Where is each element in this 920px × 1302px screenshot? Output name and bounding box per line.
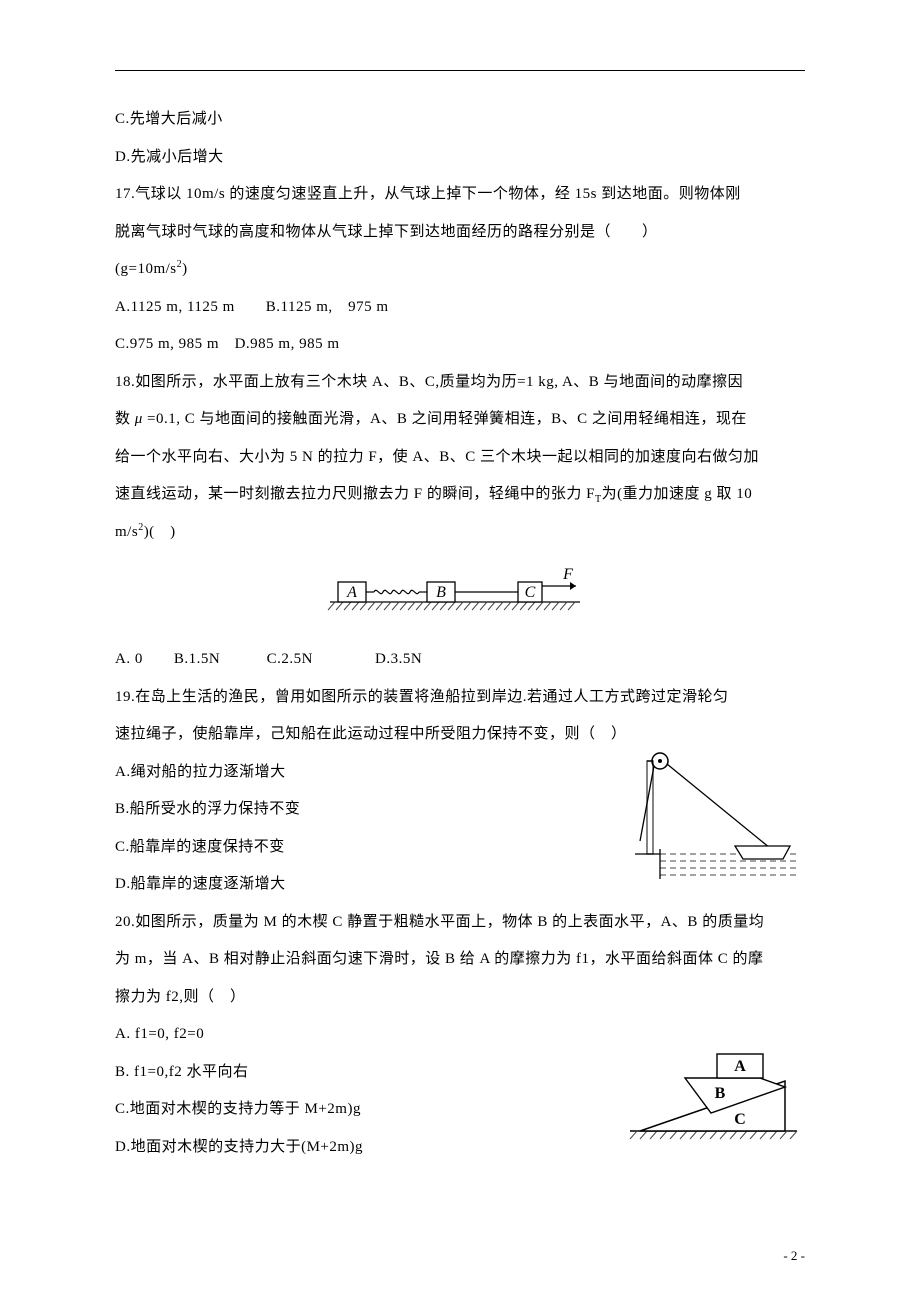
q18-diagram-svg: A B C F xyxy=(320,566,600,616)
q20-block: A. f1=0, f2=0 B. f1=0,f2 水平向右 C.地面对木楔的支持… xyxy=(115,1016,805,1167)
q20-options: A. f1=0, f2=0 B. f1=0,f2 水平向右 C.地面对木楔的支持… xyxy=(115,1016,615,1166)
q20-stem-line3: 擦力为 f2,则（ ） xyxy=(115,979,805,1017)
page-content: C.先增大后减小 D.先减小后增大 17.气球以 10m/s 的速度匀速竖直上升… xyxy=(115,101,805,1167)
page-number: - 2 - xyxy=(783,1240,805,1273)
q20-option-a: A. f1=0, f2=0 xyxy=(115,1016,615,1054)
q16-option-d: D.先减小后增大 xyxy=(115,139,805,177)
q19-option-c: C.船靠岸的速度保持不变 xyxy=(115,829,595,867)
q18-stem-line1: 18.如图所示，水平面上放有三个木块 A、B、C,质量均为历=1 kg, A、B… xyxy=(115,364,805,402)
q20-diagram-svg: C B A xyxy=(625,1041,805,1151)
q17-options-ab: A.1125 m, 1125 m B.1125 m, 975 m xyxy=(115,289,805,327)
q19-stem-line1: 19.在岛上生活的渔民，曾用如图所示的装置将渔船拉到岸边.若通过人工方式跨过定滑… xyxy=(115,679,805,717)
q18-stem-line5: m/s2)( ) xyxy=(115,514,805,552)
q20-stem-line2: 为 m，当 A、B 相对静止沿斜面匀速下滑时，设 B 给 A 的摩擦力为 f1，… xyxy=(115,941,805,979)
q18-stem-line2: 数 μ =0.1, C 与地面间的接触面光滑，A、B 之间用轻弹簧相连，B、C … xyxy=(115,401,805,439)
q18-label-a: A xyxy=(346,584,357,601)
q18-label-c: C xyxy=(525,584,536,601)
q20-option-d: D.地面对木楔的支持力大于(M+2m)g xyxy=(115,1129,615,1167)
q20-label-a: A xyxy=(734,1058,746,1075)
q18-stem-line4: 速直线运动，某一时刻撤去拉力尺则撤去力 F 的瞬间，轻绳中的张力 FT为(重力加… xyxy=(115,476,805,514)
q20-label-b: B xyxy=(715,1085,726,1102)
q18-label-f: F xyxy=(562,566,573,583)
q18-label-b: B xyxy=(436,584,446,601)
q16-option-c: C.先增大后减小 xyxy=(115,101,805,139)
q20-figure: C B A xyxy=(625,1041,805,1167)
q17-stem-line1: 17.气球以 10m/s 的速度匀速竖直上升，从气球上掉下一个物体，经 15s … xyxy=(115,176,805,214)
q19-figure xyxy=(605,746,805,902)
q19-diagram-svg xyxy=(605,746,805,886)
q17-options-cd: C.975 m, 985 m D.985 m, 985 m xyxy=(115,326,805,364)
q19-options: A.绳对船的拉力逐渐增大 B.船所受水的浮力保持不变 C.船靠岸的速度保持不变 … xyxy=(115,754,595,904)
q20-stem-line1: 20.如图所示，质量为 M 的木楔 C 静置于粗糙水平面上，物体 B 的上表面水… xyxy=(115,904,805,942)
q18-options: A. 0 B.1.5N C.2.5N D.3.5N xyxy=(115,641,805,679)
q20-label-c: C xyxy=(734,1111,746,1128)
q20-option-b: B. f1=0,f2 水平向右 xyxy=(115,1054,615,1092)
q20-option-c: C.地面对木楔的支持力等于 M+2m)g xyxy=(115,1091,615,1129)
q18-figure: A B C F xyxy=(115,566,805,616)
q18-stem-line3: 给一个水平向右、大小为 5 N 的拉力 F，使 A、B、C 三个木块一起以相同的… xyxy=(115,439,805,477)
q19-option-a: A.绳对船的拉力逐渐增大 xyxy=(115,754,595,792)
q17-stem-line3: (g=10m/s2) xyxy=(115,251,805,289)
q19-option-d: D.船靠岸的速度逐渐增大 xyxy=(115,866,595,904)
q19-block: A.绳对船的拉力逐渐增大 B.船所受水的浮力保持不变 C.船靠岸的速度保持不变 … xyxy=(115,754,805,904)
q19-option-b: B.船所受水的浮力保持不变 xyxy=(115,791,595,829)
q17-stem-line2: 脱离气球时气球的高度和物体从气球上掉下到达地面经历的路程分别是（ ） xyxy=(115,214,805,252)
page-top-rule xyxy=(115,70,805,71)
